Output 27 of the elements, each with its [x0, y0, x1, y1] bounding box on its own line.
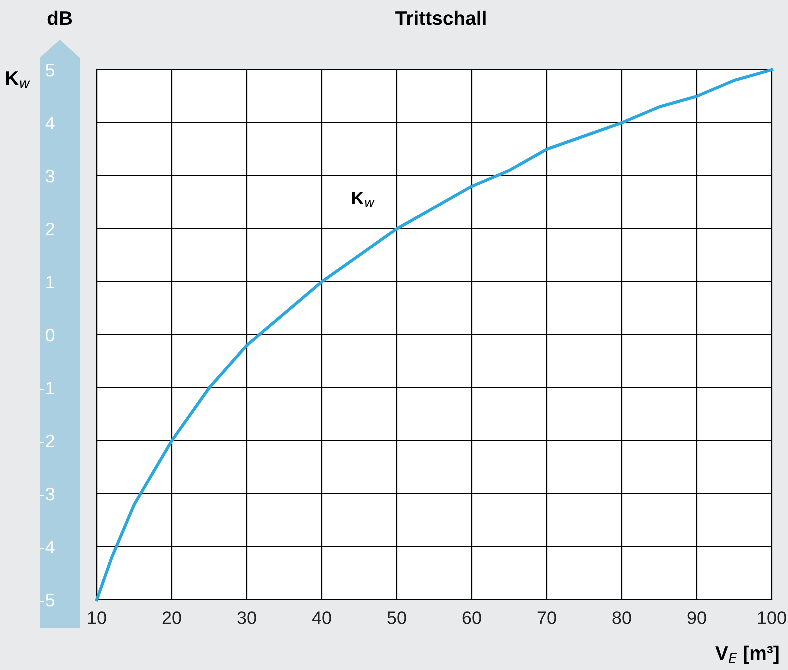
x-tick-label: 70	[538, 612, 556, 624]
line-series	[95, 68, 774, 602]
x-tick-label: 50	[388, 612, 406, 624]
x-tick-label: 90	[688, 612, 706, 624]
y-tick-label: 2	[46, 222, 54, 236]
series-label: K$_{w}$	[352, 192, 375, 208]
y-tick-label: 0	[46, 328, 55, 342]
y-tick-label: 1	[46, 276, 54, 289]
x-tick-label: 30	[238, 612, 256, 624]
y-tick-label: -4	[40, 541, 55, 554]
y-tick-label: -5	[40, 594, 55, 607]
y-tick-label: -3	[40, 488, 55, 501]
x-tick-label: 40	[312, 612, 332, 624]
y-tick-label: 3	[46, 170, 55, 183]
y-tick-label: 5	[46, 64, 55, 77]
x-tick-label: 100	[758, 612, 786, 624]
x-axis-title: V$_{E}$ [m³]	[716, 646, 779, 664]
y-axis-title: K$_{w}$	[6, 72, 30, 88]
y-tick-label: -2	[40, 434, 54, 448]
x-tick-label: 20	[162, 612, 182, 624]
y-tick-label: -1	[40, 382, 54, 395]
y-tick-label: 4	[46, 117, 55, 130]
chart-title: Trittschall	[396, 10, 486, 26]
x-tick-label: 10	[88, 612, 106, 624]
text: dB	[48, 10, 72, 26]
x-tick-label: 80	[612, 612, 632, 624]
x-tick-label: 60	[462, 612, 482, 624]
